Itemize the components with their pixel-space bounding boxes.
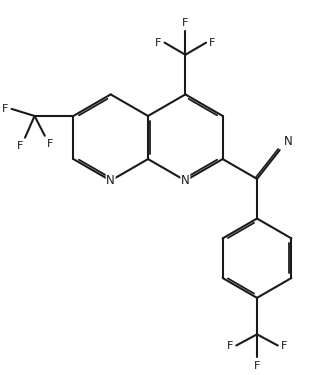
Text: F: F: [182, 18, 188, 28]
Text: F: F: [46, 139, 53, 149]
Text: F: F: [155, 38, 161, 48]
Text: F: F: [209, 38, 216, 48]
Text: N: N: [106, 174, 115, 187]
Text: F: F: [281, 340, 287, 351]
Text: N: N: [181, 174, 190, 187]
Text: N: N: [284, 135, 292, 147]
Text: F: F: [17, 141, 23, 151]
Text: F: F: [2, 104, 8, 114]
Text: F: F: [227, 340, 233, 351]
Text: F: F: [254, 360, 260, 370]
